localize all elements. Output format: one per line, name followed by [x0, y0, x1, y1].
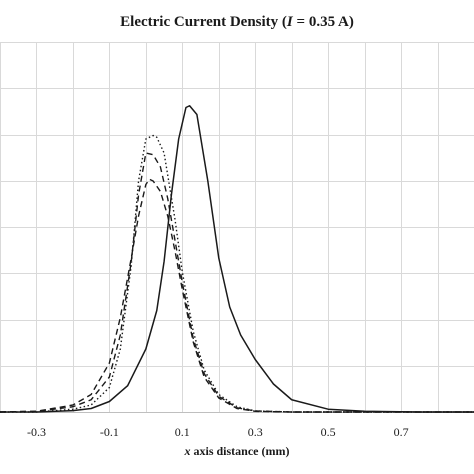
grid-lines [0, 42, 474, 412]
chart-title-variable: I [286, 14, 294, 30]
x-tick-label: -0.3 [27, 425, 46, 439]
series-line-3-dashed [0, 152, 474, 413]
x-axis-label-text: axis distance (mm) [191, 444, 290, 458]
x-axis-label-variable: x [184, 444, 191, 458]
x-tick-label: 0.7 [394, 425, 409, 439]
series-line-1-solid [0, 105, 474, 413]
x-tick-labels: -0.3 -0.1 0.1 0.3 0.5 0.7 [27, 425, 409, 439]
series-line-4-dashed [0, 178, 474, 413]
data-series [0, 105, 474, 413]
chart-title-suffix: = 0.35 A) [293, 14, 354, 30]
x-tick-label: 0.1 [175, 425, 190, 439]
chart-title-prefix: Electric Current Density ( [120, 14, 287, 30]
x-tick-label: 0.3 [248, 425, 263, 439]
x-tick-label: 0.5 [321, 425, 336, 439]
chart-title: Electric Current Density (I = 0.35 A) [120, 14, 354, 30]
x-tick-label: -0.1 [100, 425, 119, 439]
x-axis-label: x axis distance (mm) [184, 444, 290, 458]
series-line-2-dotted [0, 134, 474, 413]
